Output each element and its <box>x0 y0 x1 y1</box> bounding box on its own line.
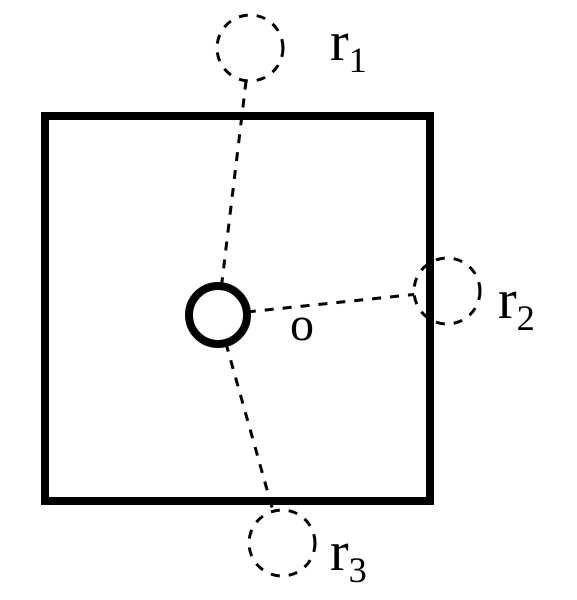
label-r3-main: r <box>330 521 349 583</box>
background <box>0 0 577 600</box>
label-r2-main: r <box>498 269 517 331</box>
label-r1-sub: 1 <box>349 40 367 80</box>
label-r3-sub: 3 <box>349 550 367 590</box>
center-label: o <box>290 297 314 352</box>
label-r3: r3 <box>330 520 367 591</box>
label-r2-sub: 2 <box>517 298 535 338</box>
label-r1-main: r <box>330 11 349 73</box>
diagram-svg <box>0 0 577 600</box>
label-r2: r2 <box>498 268 535 339</box>
label-r1: r1 <box>330 10 367 81</box>
